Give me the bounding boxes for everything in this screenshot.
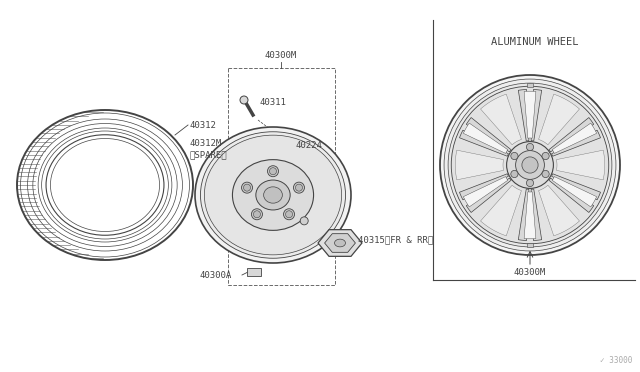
Polygon shape <box>539 185 579 236</box>
Circle shape <box>253 211 260 218</box>
Polygon shape <box>539 94 579 145</box>
Circle shape <box>244 184 250 191</box>
Polygon shape <box>463 123 508 153</box>
Polygon shape <box>524 91 536 138</box>
Ellipse shape <box>204 135 342 255</box>
Circle shape <box>511 153 518 160</box>
Circle shape <box>522 157 538 173</box>
Polygon shape <box>460 130 508 156</box>
Circle shape <box>285 211 292 218</box>
Ellipse shape <box>200 132 346 258</box>
Polygon shape <box>455 150 504 180</box>
Polygon shape <box>518 189 529 241</box>
Polygon shape <box>518 90 529 141</box>
Bar <box>527 83 533 87</box>
Circle shape <box>448 83 612 247</box>
Circle shape <box>294 182 305 193</box>
Circle shape <box>542 170 549 177</box>
Polygon shape <box>552 177 596 207</box>
Polygon shape <box>556 150 605 180</box>
Polygon shape <box>318 230 362 256</box>
Text: 40311: 40311 <box>259 98 286 107</box>
Circle shape <box>526 143 534 151</box>
Text: 〈SPARE〉: 〈SPARE〉 <box>190 151 228 160</box>
Polygon shape <box>481 94 522 145</box>
Text: 40300A: 40300A <box>200 270 232 279</box>
Polygon shape <box>531 189 541 241</box>
Polygon shape <box>531 90 541 141</box>
Text: 40315〈FR & RR〉: 40315〈FR & RR〉 <box>358 235 433 244</box>
Circle shape <box>511 170 518 177</box>
Text: ✓ 33000: ✓ 33000 <box>600 356 632 365</box>
Circle shape <box>300 217 308 225</box>
Circle shape <box>516 151 545 179</box>
Circle shape <box>507 142 554 188</box>
Text: 40300M: 40300M <box>514 268 546 277</box>
Text: ALUMINUM WHEEL: ALUMINUM WHEEL <box>492 37 579 47</box>
Ellipse shape <box>264 187 282 203</box>
Circle shape <box>252 209 262 220</box>
Polygon shape <box>463 177 508 207</box>
Circle shape <box>296 184 303 191</box>
Polygon shape <box>552 174 600 200</box>
Circle shape <box>440 75 620 255</box>
Circle shape <box>269 168 276 175</box>
Bar <box>247 268 261 276</box>
Circle shape <box>268 166 278 177</box>
Polygon shape <box>467 178 511 212</box>
Circle shape <box>542 153 549 160</box>
Polygon shape <box>324 234 355 252</box>
Ellipse shape <box>232 160 314 230</box>
Text: 40224: 40224 <box>295 141 322 150</box>
Circle shape <box>240 96 248 104</box>
Circle shape <box>241 182 253 193</box>
Text: 40312: 40312 <box>190 121 217 129</box>
Circle shape <box>526 179 534 187</box>
Ellipse shape <box>195 127 351 263</box>
Polygon shape <box>460 174 508 200</box>
Polygon shape <box>549 118 594 152</box>
Ellipse shape <box>335 239 346 247</box>
Polygon shape <box>467 118 511 152</box>
Circle shape <box>451 86 609 244</box>
Circle shape <box>284 209 294 220</box>
Text: 40300M: 40300M <box>265 51 297 60</box>
Polygon shape <box>549 178 594 212</box>
Ellipse shape <box>256 180 290 210</box>
Circle shape <box>444 79 616 251</box>
Polygon shape <box>552 123 596 153</box>
Bar <box>527 243 533 247</box>
Polygon shape <box>481 185 522 236</box>
Polygon shape <box>552 130 600 156</box>
Text: 40312M: 40312M <box>190 138 222 148</box>
Polygon shape <box>524 192 536 239</box>
